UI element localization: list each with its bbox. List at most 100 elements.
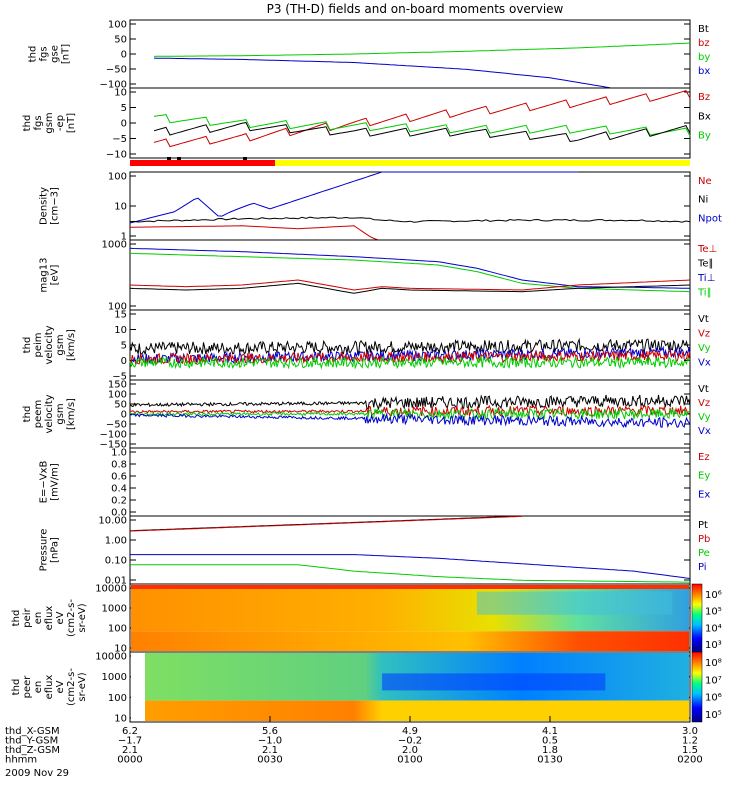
y-axis-label: fgs: [33, 115, 44, 130]
heatmap-band: [131, 631, 689, 651]
x-row-value: 3.0: [682, 726, 698, 737]
y-axis-label: [nT]: [66, 113, 77, 133]
series-Ti∥: [129, 252, 691, 293]
legend-Vy: Vy: [698, 343, 711, 354]
x-row-value: 5.6: [262, 726, 278, 737]
legend-Ni: Ni: [698, 195, 708, 206]
x-row-value: 2.1: [262, 745, 278, 756]
mode-mark: [243, 157, 247, 160]
legend-Vy: Vy: [698, 412, 711, 423]
y-tick-label: −100: [100, 430, 127, 441]
y-axis-label: [nPa]: [50, 537, 61, 563]
y-tick-label: 5: [121, 341, 127, 352]
x-row-value: 0200: [677, 755, 702, 766]
y-axis-label: velocity: [44, 394, 55, 433]
y-tick-label: 10000: [95, 584, 127, 595]
series-By: [153, 114, 691, 137]
legend-Vx: Vx: [698, 358, 711, 369]
y-axis-label: (cm2-s-: [66, 668, 77, 706]
series-Pe: [130, 564, 691, 583]
heatmap-gap: [131, 653, 145, 721]
y-axis-label: en: [33, 612, 44, 625]
y-tick-label: 0: [121, 50, 127, 61]
panel-p10: 10000 1000 100 10 thd peer en eflux eV (cm2-s-sr-…: [11, 651, 722, 725]
y-axis-label: [km/s]: [66, 398, 77, 430]
legend-Te∥: Te∥: [697, 259, 714, 270]
legend-Ti⊥: Ti⊥: [697, 273, 715, 284]
colorbar-label: 10⁶: [705, 693, 722, 704]
series-Vt: [129, 394, 691, 411]
y-tick-label: 0.8: [111, 460, 127, 471]
y-tick-label: 10: [114, 88, 127, 99]
y-axis-label: [km/s]: [66, 329, 77, 361]
panel-frame: [129, 447, 691, 517]
colorbar-label: 10⁵: [705, 607, 722, 618]
y-tick-label: 150: [108, 380, 127, 391]
y-axis-label: mag13: [39, 258, 50, 293]
mode-bar-yellow: [275, 160, 690, 166]
y-axis-label: thd: [22, 115, 33, 132]
colorbar-label: 10⁴: [705, 623, 722, 634]
panel-p1: 100 50 0 −50 −100 thd fgs gse [nT] Bt bz by bx: [28, 19, 710, 91]
series-Vy: [129, 355, 691, 370]
colorbar-label: 10⁶: [705, 590, 722, 601]
y-axis-label: eV: [55, 611, 66, 624]
series-Vz: [129, 404, 691, 418]
legend-Ez: Ez: [698, 452, 710, 463]
y-tick-label: 0.0: [111, 508, 127, 519]
x-row-label: hhmm: [5, 755, 37, 766]
x-row-value: −0.2: [398, 736, 422, 747]
series-Ni: [129, 216, 691, 223]
y-tick-label: 100: [108, 302, 127, 313]
series-Bz: [153, 90, 691, 148]
legend-bz: bz: [698, 38, 710, 49]
x-row-label: thd_Y-GSM: [5, 736, 58, 747]
series-Pi: [130, 554, 691, 579]
x-row-value: 0.5: [542, 736, 558, 747]
legend-Ti∥: Ti∥: [697, 288, 712, 299]
y-axis-label: [mV/m]: [50, 463, 61, 501]
y-axis-label: peer: [22, 675, 33, 699]
y-tick-label: 5: [121, 103, 127, 114]
y-tick-label: −100: [100, 80, 127, 91]
mode-mark: [177, 157, 181, 160]
legend-Pt: Pt: [698, 520, 708, 531]
y-tick-label: 0: [121, 410, 127, 421]
y-axis-label: gse: [50, 45, 61, 63]
panel-p3: 100 10 1 Density [cm−3] Ne Ni Npot: [39, 171, 722, 243]
legend-Vz: Vz: [698, 398, 710, 409]
y-tick-label: −5: [112, 134, 127, 145]
x-row-value: 1.8: [542, 745, 558, 756]
panel-p2: 10 5 0 −5 −10 thd fgs gsm -ep [nT] Bz Bx By: [22, 87, 711, 161]
legend-Vt: Vt: [698, 384, 709, 395]
y-axis-label: Pressure: [39, 529, 50, 572]
x-row-value: 2.0: [402, 745, 418, 756]
legend-Pb: Pb: [698, 534, 710, 545]
x-row-value: 2.1: [122, 745, 138, 756]
legend-By: By: [698, 131, 711, 142]
y-tick-label: 50: [114, 400, 127, 411]
legend-Npot: Npot: [698, 213, 722, 224]
y-axis-label: Density: [39, 187, 50, 225]
y-tick-label: −10: [106, 150, 127, 161]
heatmap-edge: [131, 585, 689, 589]
y-axis-label: peem: [33, 400, 44, 428]
y-axis-label: E=−VxB: [39, 461, 50, 504]
y-axis-label: thd: [11, 679, 22, 696]
series-Bx: [153, 122, 691, 143]
y-tick-label: 0: [121, 119, 127, 130]
colorbar: [691, 651, 703, 723]
y-tick-label: 0.01: [105, 576, 127, 587]
y-tick-label: 0.2: [111, 496, 127, 507]
x-row-value: 6.2: [122, 726, 138, 737]
colorbar-label: 10⁷: [705, 675, 722, 686]
y-axis-label: sr-eV): [77, 603, 88, 632]
x-row-value: 4.1: [542, 726, 558, 737]
y-axis-label: thd: [28, 46, 39, 63]
y-axis-label: eflux: [44, 606, 55, 631]
colorbar-label: 10⁵: [705, 710, 722, 721]
y-tick-label: −50: [106, 420, 127, 431]
